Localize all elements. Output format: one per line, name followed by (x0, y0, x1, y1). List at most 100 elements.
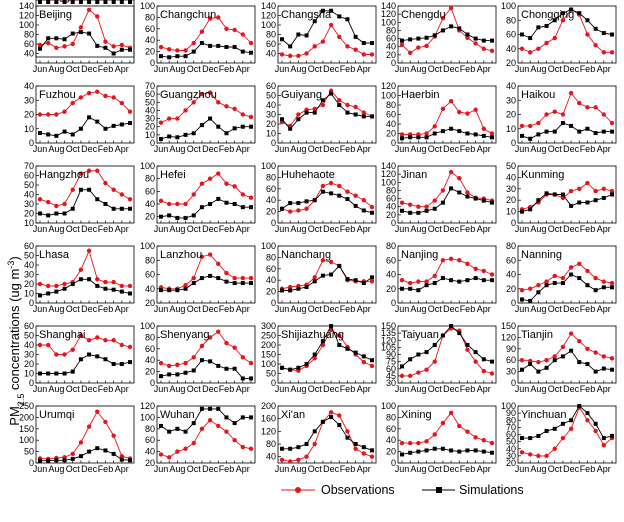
xtick-label-chongqing-0: Jun (515, 64, 530, 74)
sim-point-haikou-4 (552, 129, 557, 134)
ytick-label-lhasa-1: 10 (24, 289, 34, 299)
obs-point-fuzhou-5 (78, 95, 84, 100)
sim-point-nanjing-0 (400, 286, 404, 291)
xtick-label-jinan-4: Feb (460, 224, 476, 234)
obs-point-guiyang-2 (296, 112, 301, 117)
xtick-label-jinan-3: Dec (443, 224, 460, 234)
sim-point-lhasa-5 (78, 277, 83, 282)
sim-point-wuhan-2 (175, 426, 180, 431)
sim-point-wuhan-11 (249, 415, 253, 420)
xtick-label-chongqing-1: Aug (530, 64, 546, 74)
obs-point-xining-7 (457, 423, 462, 429)
sim-point-hefei-7 (216, 196, 221, 201)
panel-lanzhou: 20 40 60 80 100 Jun Aug Oct Dec Feb Apr Lanzhou (140, 241, 256, 314)
legend: Observations Simulations (281, 483, 524, 497)
obs-point-lanzhou-10 (240, 275, 246, 281)
obs-point-beijing-9 (111, 44, 116, 49)
xtick-label-shenyang-0: Jun (154, 384, 169, 394)
panel-title-fuzhou: Fuzhou (39, 89, 76, 101)
sim-point-tianjin-5 (560, 354, 565, 359)
obs-point-guangzhou-7 (216, 100, 221, 105)
xtick-label-xi-an-2: Oct (308, 464, 323, 474)
obs-point-shenyang-5 (199, 343, 205, 349)
ytick-label-lhasa-5: 50 (24, 251, 34, 261)
ytick-label-haerbin-5: 100 (381, 91, 396, 101)
xtick-label-lhasa-4: Feb (98, 304, 114, 314)
obs-point-haikou-5 (560, 112, 566, 117)
panel-title-wuhan: Wuhan (160, 409, 195, 421)
obs-point-lanzhou-3 (183, 282, 188, 288)
xtick-label-fuzhou-4: Feb (98, 144, 114, 154)
sim-point-xining-10 (481, 449, 486, 454)
obs-point-tianjin-5 (560, 344, 566, 350)
obs-point-changsha-3 (304, 51, 309, 56)
ytick-label-wuhan-3: 80 (145, 424, 155, 434)
obs-point-haikou-10 (601, 112, 607, 117)
xtick-label-xining-5: Apr (477, 464, 491, 474)
ytick-label-wuhan-0: 20 (145, 458, 155, 468)
obs-point-nanjing-5 (440, 258, 446, 263)
sim-point-chongqing-7 (577, 11, 582, 16)
xtick-label-shanghai-1: Aug (48, 384, 64, 394)
ytick-label-kunming-1: 10 (506, 207, 516, 217)
obs-point-changsha-7 (337, 34, 342, 40)
sim-point-shijiazhuang-3 (304, 362, 309, 366)
sim-point-lanzhou-4 (191, 281, 196, 286)
xtick-label-nanchang-5: Apr (357, 304, 371, 314)
ytick-label-wuhan-4: 100 (140, 412, 155, 422)
xtick-label-shanghai-4: Feb (98, 384, 114, 394)
ytick-label-shijiazhuang-0: 0 (271, 378, 276, 388)
xtick-label-xining-1: Aug (410, 464, 426, 474)
obs-point-changsha-4 (312, 44, 317, 49)
obs-point-xining-0 (399, 440, 405, 446)
sim-point-zhengzhou-4 (70, 0, 75, 4)
xtick-label-tianjin-3: Dec (563, 384, 580, 394)
xtick-label-haerbin-2: Oct (428, 144, 443, 154)
obs-point-tianjin-11 (609, 356, 615, 361)
ytick-label-urumqi-5: 250 (19, 401, 34, 411)
obs-point-lhasa-6 (86, 248, 92, 253)
obs-point-jinan-6 (448, 169, 454, 175)
obs-point-tianjin-3 (544, 358, 549, 363)
sim-point-nanchang-6 (329, 272, 334, 277)
obs-point-lanzhou-9 (232, 275, 237, 281)
xtick-label-shijiazhuang-5: Apr (357, 384, 371, 394)
xtick-label-huhehaote-5: Apr (357, 224, 371, 234)
ytick-label-jinan-4: 80 (386, 185, 396, 195)
ytick-label-urumqi-2: 100 (19, 435, 34, 445)
obs-point-urumqi-4 (70, 451, 75, 457)
obs-point-chongqing-11 (609, 50, 615, 55)
ytick-label-chengdu-6: 120 (381, 9, 396, 19)
sim-point-xining-6 (449, 448, 454, 453)
ytick-label-zhengzhou-0: 30 (24, 0, 34, 2)
sim-point-hangzhou-7 (95, 197, 100, 202)
xtick-label-taiyuan-3: Dec (443, 384, 460, 394)
ytick-label-jinan-6: 120 (381, 169, 396, 179)
xtick-label-kunming-3: Dec (563, 224, 580, 234)
sim-point-urumqi-6 (87, 449, 92, 454)
xtick-label-lanzhou-4: Feb (219, 304, 235, 314)
ytick-label-chengdu-0: 0 (391, 58, 396, 68)
obs-point-nanjing-7 (457, 258, 462, 263)
sim-point-jinan-3 (424, 208, 429, 213)
obs-point-tianjin-4 (552, 354, 557, 359)
ytick-label-guangzhou-1: 10 (145, 130, 155, 140)
sim-point-kunming-6 (569, 203, 574, 208)
sim-point-shanghai-10 (119, 362, 124, 366)
obs-point-changchun-6 (207, 16, 213, 21)
sim-point-haerbin-1 (408, 135, 413, 140)
sim-point-shanghai-3 (62, 371, 67, 376)
panel-haikou: 0 10 20 30 40 Jun Aug Oct Dec Feb Apr Haikou (506, 81, 617, 154)
xtick-label-xi-an-0: Jun (275, 464, 290, 474)
ytick-label-guangzhou-2: 20 (145, 122, 155, 132)
obs-point-shenyang-3 (183, 360, 188, 366)
obs-point-xining-10 (481, 438, 487, 443)
sim-point-chongqing-5 (560, 11, 565, 16)
obs-point-taiyuan-10 (481, 368, 487, 374)
